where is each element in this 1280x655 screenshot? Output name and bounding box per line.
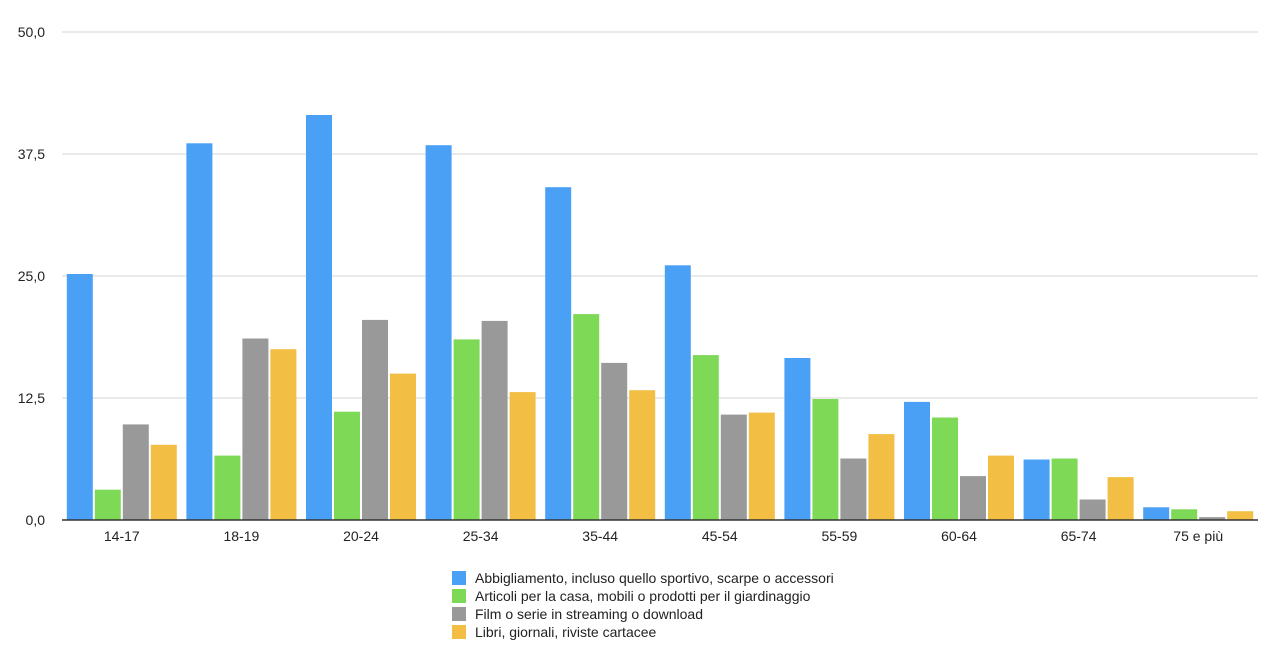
bar — [629, 390, 656, 520]
legend-label: Articoli per la casa, mobili o prodotti … — [475, 588, 811, 604]
bar — [840, 458, 867, 520]
legend-label: Libri, giornali, riviste cartacee — [475, 624, 657, 640]
bar — [1227, 511, 1254, 520]
legend-label: Film o serie in streaming o download — [475, 606, 703, 622]
bar — [186, 143, 213, 521]
bar — [748, 412, 775, 520]
bar — [453, 339, 480, 520]
bar — [784, 358, 811, 520]
bar — [122, 424, 149, 520]
y-tick-label: 50,0 — [18, 24, 45, 40]
axes: 0,0 12,5 25,0 37,5 50,0 14-17 18-19 20-24 25-34 3… — [18, 24, 1258, 544]
bar — [94, 489, 121, 520]
bar — [306, 115, 332, 520]
bar — [545, 187, 572, 520]
bar — [1143, 507, 1170, 520]
legend-item: Film o serie in streaming o download — [452, 605, 834, 623]
bar — [868, 434, 895, 520]
y-tick-label: 25,0 — [18, 268, 45, 284]
bar — [509, 392, 536, 520]
bar — [1051, 458, 1078, 520]
x-tick-label: 45-54 — [702, 528, 738, 544]
x-tick-label: 75 e più — [1173, 528, 1223, 544]
bar — [1199, 517, 1226, 520]
legend: Abbigliamento, incluso quello sportivo, … — [452, 569, 834, 641]
x-tick-label: 60-64 — [941, 528, 977, 544]
legend-swatch — [452, 571, 466, 585]
bar — [390, 373, 416, 520]
bar — [334, 411, 360, 520]
bar — [601, 362, 628, 520]
bar — [988, 455, 1014, 520]
y-tick-label: 0,0 — [26, 512, 46, 528]
bar — [720, 414, 747, 520]
legend-swatch — [452, 589, 466, 603]
bar — [150, 444, 177, 520]
bar — [214, 455, 241, 520]
legend-swatch — [452, 625, 466, 639]
bar — [664, 265, 691, 520]
gridlines — [62, 31, 1258, 399]
x-tick-label: 14-17 — [104, 528, 140, 544]
bar-chart: 0,0 12,5 25,0 37,5 50,0 14-17 18-19 20-24 25-34 3… — [18, 24, 1258, 544]
x-tick-label: 65-74 — [1061, 528, 1097, 544]
bar — [812, 399, 839, 520]
bar — [270, 349, 297, 520]
bar — [1079, 499, 1106, 520]
bars — [66, 115, 1254, 521]
bar — [1023, 459, 1050, 520]
bar — [960, 476, 986, 520]
x-tick-label: 35-44 — [582, 528, 618, 544]
x-tick-label: 25-34 — [463, 528, 499, 544]
x-tick-label: 20-24 — [343, 528, 379, 544]
legend-label: Abbigliamento, incluso quello sportivo, … — [475, 570, 834, 586]
bar — [362, 319, 388, 520]
y-tick-label: 37,5 — [18, 146, 45, 162]
bar — [66, 274, 93, 520]
bar — [573, 314, 600, 520]
bar — [1107, 477, 1134, 520]
bar — [692, 355, 719, 520]
bar — [932, 417, 958, 520]
y-tick-label: 12,5 — [18, 390, 45, 406]
bar — [242, 338, 269, 520]
legend-item: Libri, giornali, riviste cartacee — [452, 623, 834, 641]
legend-swatch — [452, 607, 466, 621]
bar — [481, 320, 508, 520]
bar — [1171, 509, 1198, 520]
legend-item: Articoli per la casa, mobili o prodotti … — [452, 587, 834, 605]
legend-item: Abbigliamento, incluso quello sportivo, … — [452, 569, 834, 587]
bar — [904, 401, 930, 520]
bar — [425, 145, 452, 520]
x-tick-label: 55-59 — [821, 528, 857, 544]
x-tick-label: 18-19 — [223, 528, 259, 544]
